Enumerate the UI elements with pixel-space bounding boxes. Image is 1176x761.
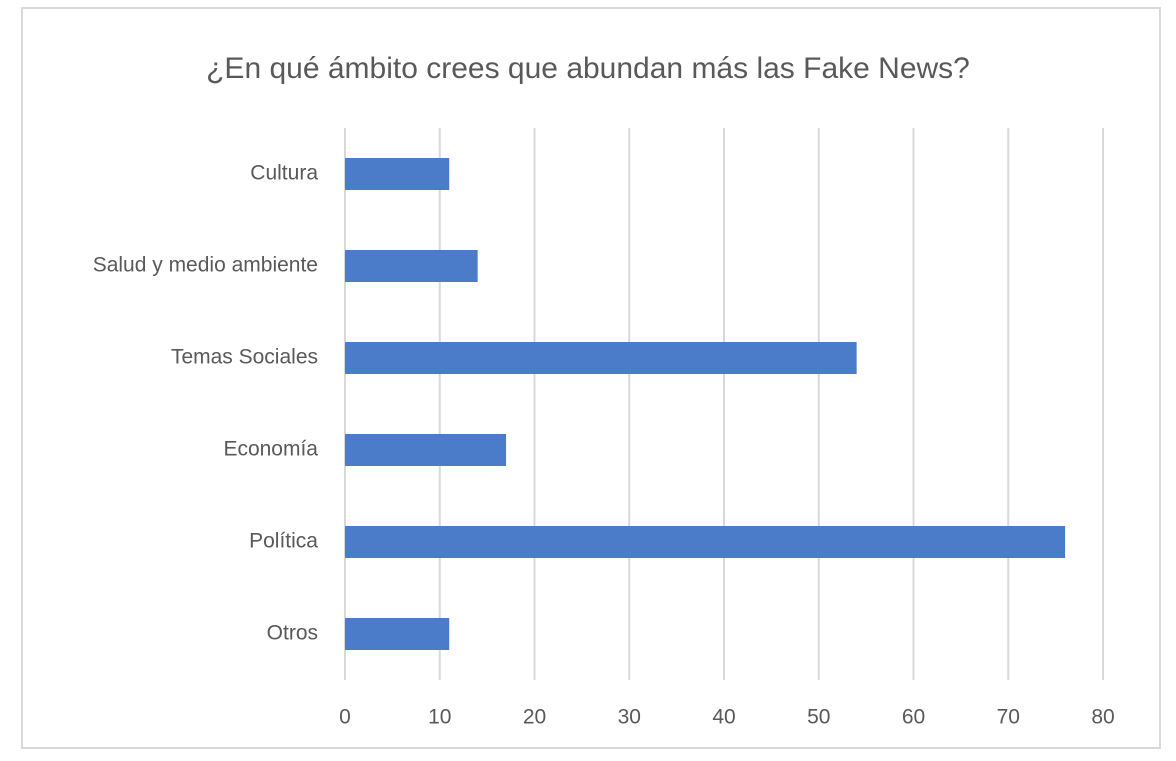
x-tick-label: 40 — [712, 706, 735, 729]
bar — [345, 434, 507, 466]
y-tick-label: Temas Sociales — [171, 346, 318, 369]
y-tick-label: Salud y medio ambiente — [93, 254, 318, 277]
chart-title: ¿En qué ámbito crees que abundan más las… — [206, 52, 970, 85]
x-tick-label: 80 — [1091, 706, 1114, 729]
chart-border — [21, 7, 1161, 749]
y-tick-label: Política — [249, 530, 318, 553]
x-tick-label: 60 — [902, 706, 925, 729]
bar — [345, 250, 478, 282]
bar — [345, 526, 1066, 558]
x-tick-label: 0 — [339, 706, 351, 729]
y-tick-label: Economía — [223, 438, 318, 461]
x-tick-label: 10 — [428, 706, 451, 729]
bar — [345, 158, 450, 190]
x-tick-label: 50 — [807, 706, 830, 729]
x-tick-label: 20 — [523, 706, 546, 729]
bar — [345, 342, 857, 374]
x-tick-label: 70 — [997, 706, 1020, 729]
y-tick-label: Cultura — [250, 162, 318, 185]
y-tick-label: Otros — [267, 622, 318, 645]
x-tick-label: 30 — [618, 706, 641, 729]
bar — [345, 618, 450, 650]
